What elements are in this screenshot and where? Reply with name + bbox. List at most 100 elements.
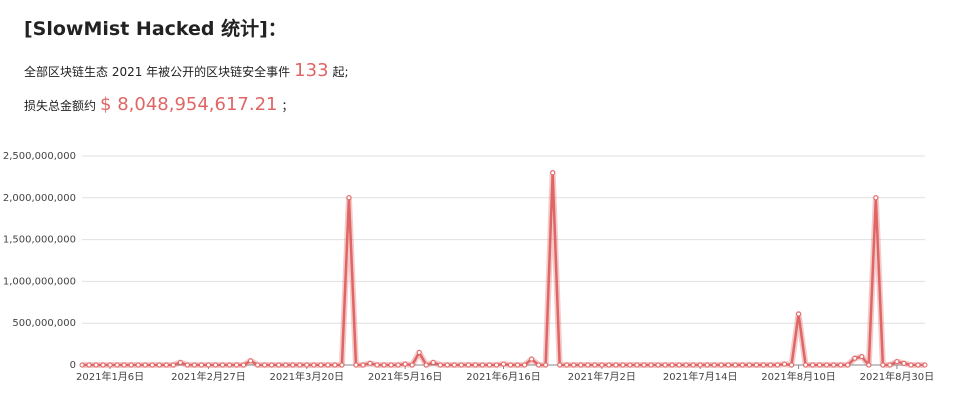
suffix: ； <box>281 99 294 113</box>
point <box>374 362 380 368</box>
point <box>325 362 331 368</box>
y-tick-label: 0 <box>70 360 76 371</box>
point <box>86 362 92 368</box>
point <box>142 362 148 368</box>
point <box>627 362 633 368</box>
point <box>184 362 190 368</box>
summary-amount: 损失总金额约 $ 8,048,954,617.21； <box>24 93 349 117</box>
point <box>536 362 542 368</box>
point <box>831 362 837 368</box>
point <box>234 362 240 368</box>
point <box>690 362 696 368</box>
x-tick-label: 2021年2月27日 <box>171 370 246 383</box>
point <box>641 362 647 368</box>
point <box>290 362 296 368</box>
x-tick-label: 2021年7月2日 <box>568 370 636 383</box>
point <box>156 362 162 368</box>
point <box>753 362 759 368</box>
point <box>241 362 247 368</box>
point <box>114 362 120 368</box>
point <box>135 362 141 368</box>
point <box>304 362 310 368</box>
point <box>255 362 261 368</box>
point <box>423 362 429 368</box>
point <box>212 362 218 368</box>
point <box>297 362 303 368</box>
point <box>170 362 176 368</box>
point <box>789 362 795 368</box>
point <box>803 362 809 368</box>
point <box>767 362 773 368</box>
point <box>732 362 738 368</box>
point <box>444 362 450 368</box>
point <box>409 362 415 368</box>
point <box>276 362 282 368</box>
point <box>107 362 113 368</box>
point <box>873 195 879 201</box>
point <box>564 362 570 368</box>
point <box>472 362 478 368</box>
point <box>606 362 612 368</box>
count: 133 <box>294 60 329 81</box>
point <box>318 362 324 368</box>
point <box>655 362 661 368</box>
point <box>704 362 710 368</box>
point <box>332 362 338 368</box>
point <box>93 362 99 368</box>
point <box>599 362 605 368</box>
point <box>810 362 816 368</box>
point <box>852 355 858 361</box>
point <box>360 362 366 368</box>
point <box>683 362 689 368</box>
x-tick-label: 2021年8月10日 <box>761 370 836 383</box>
point <box>198 362 204 368</box>
point <box>739 362 745 368</box>
point <box>367 360 373 366</box>
point <box>845 362 851 368</box>
summary-count: 全部区块链生态 2021 年被公开的区块链安全事件 133 起; <box>24 59 349 83</box>
point <box>613 362 619 368</box>
point <box>437 362 443 368</box>
point <box>508 362 514 368</box>
point <box>311 362 317 368</box>
point <box>817 362 823 368</box>
point <box>648 362 654 368</box>
point <box>529 356 535 362</box>
point <box>774 362 780 368</box>
text: 全部区块链生态 2021 年被公开的区块链安全事件 <box>24 65 291 79</box>
y-tick-label: 1,500,000,000 <box>3 235 76 246</box>
point <box>191 362 197 368</box>
point <box>922 362 928 368</box>
header: [SlowMist Hacked 统计]： 全部区块链生态 2021 年被公开的… <box>24 0 349 127</box>
point <box>501 361 506 367</box>
point <box>381 362 387 368</box>
point <box>796 311 802 317</box>
point <box>880 362 886 368</box>
point <box>416 349 422 355</box>
point <box>451 362 457 368</box>
point <box>248 358 254 364</box>
y-tick-label: 500,000,000 <box>12 318 76 329</box>
point <box>676 362 682 368</box>
point <box>205 362 211 368</box>
point <box>522 362 528 368</box>
point <box>479 362 485 368</box>
point <box>550 170 556 176</box>
text: 损失总金额约 <box>24 99 97 113</box>
point <box>458 362 464 368</box>
point <box>543 362 549 368</box>
point <box>578 362 584 368</box>
point <box>894 359 900 365</box>
x-tick-label: 2021年1月6日 <box>76 370 144 383</box>
point <box>465 362 471 368</box>
point <box>100 362 106 368</box>
point <box>177 359 183 365</box>
amount: $ 8,048,954,617.21 <box>100 94 278 115</box>
line <box>82 171 925 367</box>
point <box>725 362 731 368</box>
title: [SlowMist Hacked 统计]： <box>24 18 287 40</box>
point <box>269 362 275 368</box>
x-tick-label: 2021年8月30日 <box>860 370 935 383</box>
point <box>760 362 766 368</box>
